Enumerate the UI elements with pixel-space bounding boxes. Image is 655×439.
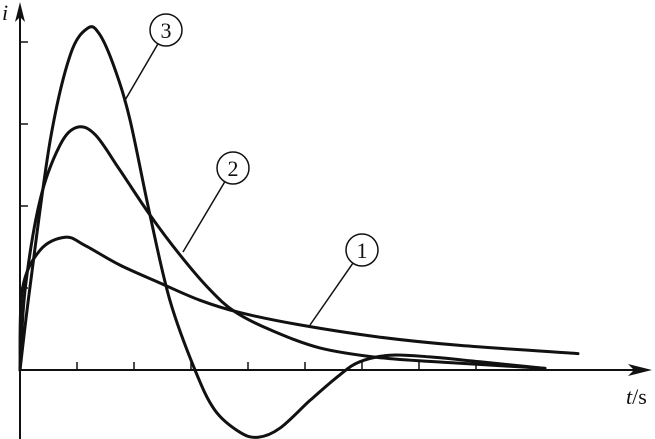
y-axis-label: i: [2, 0, 8, 25]
series-1-line: [18, 235, 580, 372]
x-axis-variable: t: [626, 384, 633, 409]
series-label-3: 3: [123, 13, 183, 103]
leader-line: [182, 181, 226, 253]
x-axis-unit: /s: [632, 384, 647, 409]
y-axis-arrow: [15, 2, 25, 22]
series-3-line: [18, 25, 547, 439]
series-2-line: [18, 125, 547, 372]
label-text: 2: [228, 156, 239, 181]
leader-line: [123, 43, 159, 103]
label-circle: [345, 233, 379, 267]
curves: [18, 25, 580, 439]
leader-line: [309, 262, 354, 326]
label-circle: [149, 13, 183, 47]
label-text: 3: [161, 18, 172, 43]
x-axis-label: t/s: [626, 384, 647, 409]
label-text: 1: [357, 238, 368, 263]
label-circle: [216, 151, 250, 185]
axes: [15, 2, 652, 439]
x-axis-arrow: [628, 364, 652, 376]
series-label-1: 1: [309, 233, 379, 326]
annotations: 1 2 3: [123, 13, 379, 326]
series-label-2: 2: [182, 151, 250, 253]
